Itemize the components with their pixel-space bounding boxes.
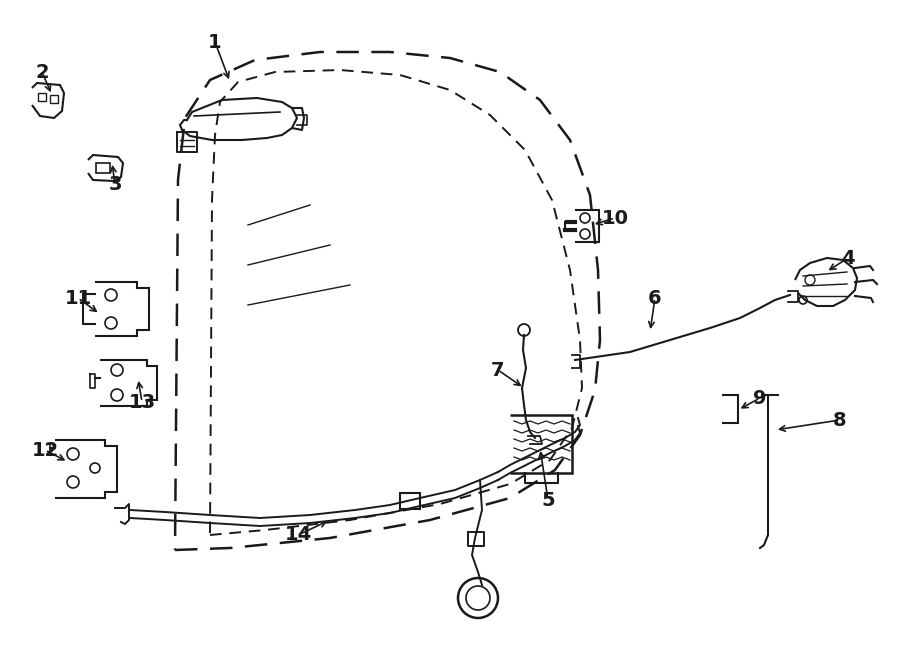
- Text: 3: 3: [108, 176, 122, 194]
- Text: 5: 5: [541, 490, 554, 510]
- Text: 2: 2: [35, 63, 49, 81]
- Text: 10: 10: [601, 208, 628, 227]
- Text: 13: 13: [129, 393, 156, 412]
- Text: 14: 14: [284, 525, 311, 545]
- Text: 9: 9: [753, 389, 767, 407]
- Text: 4: 4: [842, 249, 855, 268]
- Text: 1: 1: [208, 32, 221, 52]
- Text: 8: 8: [833, 410, 847, 430]
- Text: 7: 7: [491, 360, 505, 379]
- Text: 6: 6: [648, 288, 662, 307]
- Text: 12: 12: [32, 440, 58, 459]
- Text: 11: 11: [65, 288, 92, 307]
